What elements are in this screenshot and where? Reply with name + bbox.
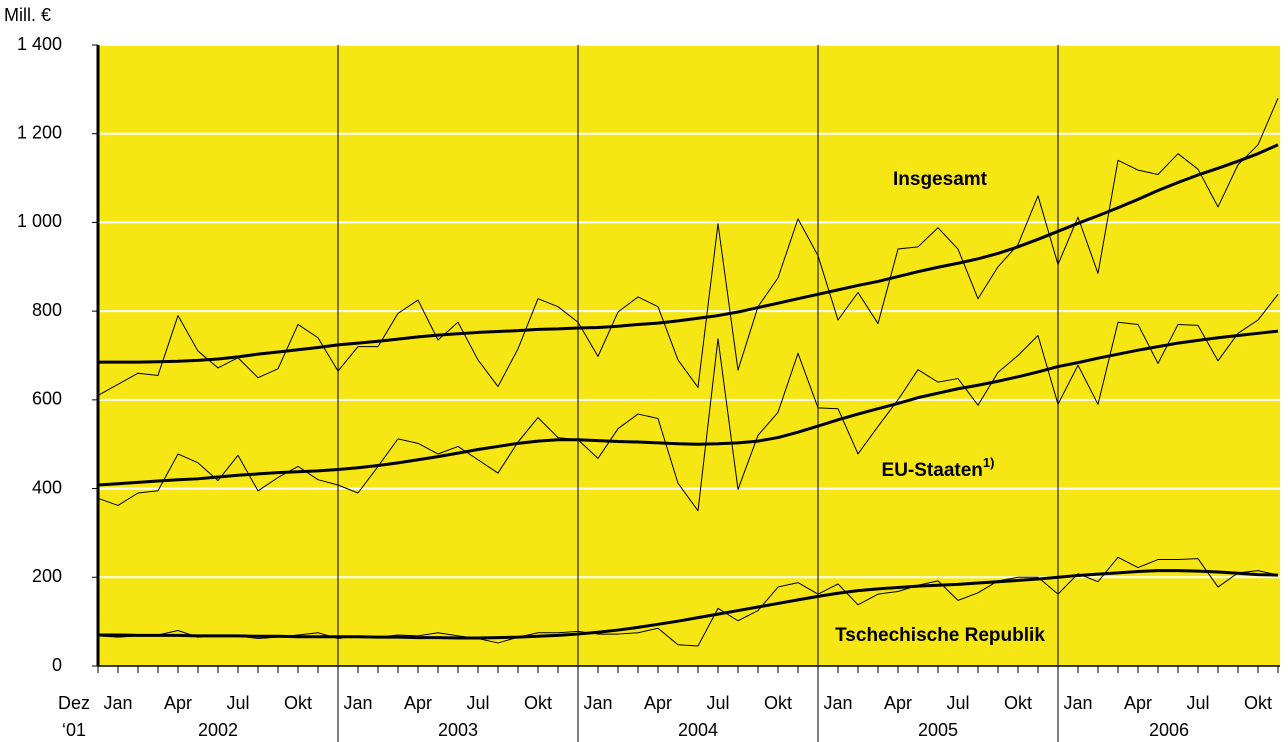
series-label-name: Insgesamt: [893, 169, 988, 190]
year-label: 2005: [918, 720, 958, 740]
y-tick-label: 400: [32, 477, 62, 497]
x-tick-label: Okt: [764, 693, 792, 713]
x-tick-label: Apr: [644, 693, 672, 713]
x-tick-label: Jul: [226, 693, 249, 713]
year-label: 2003: [438, 720, 478, 740]
year-label: 2002: [198, 720, 238, 740]
y-tick-label: 1 200: [17, 122, 62, 142]
x-tick-label: Apr: [884, 693, 912, 713]
x-tick-label: Jan: [103, 693, 132, 713]
x-tick-label: Dez: [58, 693, 90, 713]
trend-line: [98, 143, 1279, 364]
x-tick-label: Apr: [404, 693, 432, 713]
series-label-note: 1): [983, 455, 995, 470]
series-line: [97, 293, 1279, 512]
series-label: Insgesamt: [893, 169, 988, 190]
x-tick-label: Jul: [1186, 693, 1209, 713]
series-label: Tschechische Republik: [835, 625, 1045, 646]
y-tick-label: 800: [32, 300, 62, 320]
plot-background: [98, 45, 1280, 666]
y-tick-label: 1 400: [17, 34, 62, 54]
y-tick-label: 0: [52, 655, 62, 675]
x-tick-label: Okt: [1244, 693, 1272, 713]
x-tick-label: Okt: [284, 693, 312, 713]
x-tick-label: Apr: [164, 693, 192, 713]
x-tick-label: Apr: [1124, 693, 1152, 713]
x-tick-label: Jan: [583, 693, 612, 713]
x-tick-label: Jan: [1063, 693, 1092, 713]
series-line: [97, 98, 1279, 396]
x-tick-label: Jul: [706, 693, 729, 713]
x-tick-label: Jul: [466, 693, 489, 713]
x-tick-label: Jul: [946, 693, 969, 713]
series-label-name: Tschechische Republik: [835, 625, 1045, 646]
x-tick-label: Okt: [1004, 693, 1032, 713]
year-label: 2006: [1149, 720, 1189, 740]
trend-line: [98, 569, 1279, 640]
y-tick-label: 600: [32, 389, 62, 409]
y-tick-label: 200: [32, 566, 62, 586]
series-label-name: EU-Staaten: [882, 460, 983, 481]
y-axis-label: Mill. €: [4, 5, 51, 25]
series-label: EU-Staaten1): [882, 455, 995, 481]
x-tick-label: Jan: [343, 693, 372, 713]
year-label: ‘01: [62, 720, 86, 740]
trend-line: [97, 329, 1279, 487]
x-tick-label: Jan: [823, 693, 852, 713]
y-tick-label: 1 000: [17, 211, 62, 231]
year-label: 2004: [678, 720, 718, 740]
x-tick-label: Okt: [524, 693, 552, 713]
